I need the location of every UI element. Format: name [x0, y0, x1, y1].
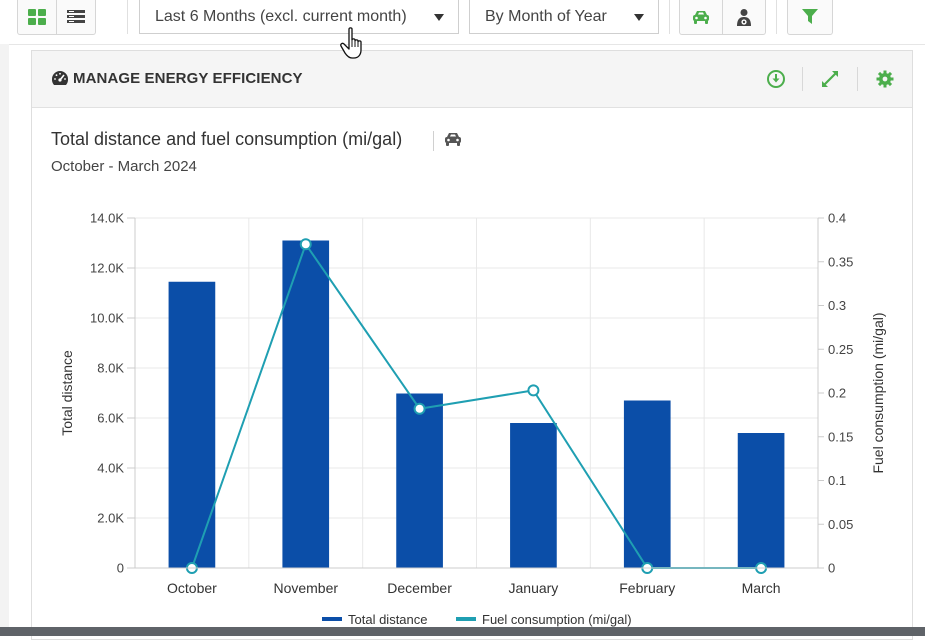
x-tick-label: December: [387, 580, 452, 596]
y-right-tick-label: 0.05: [828, 517, 853, 532]
list-view-icon: [67, 10, 85, 23]
list-view-button[interactable]: [56, 0, 95, 34]
chart-title: Total distance and fuel consumption (mi/…: [51, 129, 403, 149]
driver-button[interactable]: [722, 0, 765, 34]
y-right-axis-title: Fuel consumption (mi/gal): [870, 312, 886, 473]
y-right-tick-label: 0.35: [828, 254, 853, 269]
pointer-cursor-icon: [340, 27, 362, 59]
y-right-tick-label: 0.4: [828, 211, 846, 226]
panel-header: MANAGE ENERGY EFFICIENCY: [32, 51, 912, 108]
point-fuel-consumption: [299, 238, 312, 251]
y-left-tick-label: 2.0K: [97, 511, 124, 526]
entity-toggle-group: [679, 0, 766, 35]
driver-icon: [737, 9, 751, 26]
point-fuel-consumption: [413, 402, 426, 415]
legend-label: Total distance: [348, 612, 428, 627]
expand-button[interactable]: [818, 67, 842, 91]
grouping-select[interactable]: By Month of Year: [469, 0, 659, 34]
y-left-tick-label: 10.0K: [90, 311, 124, 326]
legend-label: Fuel consumption (mi/gal): [482, 612, 632, 627]
download-icon: [767, 70, 785, 88]
x-tick-label: January: [509, 580, 559, 596]
chevron-down-icon: [434, 14, 444, 21]
bar-total-distance: [623, 400, 671, 568]
bar-total-distance: [168, 281, 216, 568]
bar-total-distance: [396, 393, 443, 568]
gear-icon: [876, 70, 894, 88]
view-toggle-group: [17, 0, 96, 35]
y-right-tick-label: 0.25: [828, 342, 853, 357]
y-right-tick-label: 0.3: [828, 298, 846, 313]
y-right-tick-label: 0.1: [828, 473, 846, 488]
bar-total-distance: [282, 240, 330, 568]
x-tick-label: March: [742, 580, 781, 596]
gauge-icon: [51, 71, 69, 85]
filter-group: [787, 0, 833, 35]
y-left-axis-title: Total distance: [59, 350, 75, 436]
expand-icon: [822, 71, 838, 87]
period-select[interactable]: Last 6 Months (excl. current month): [139, 0, 459, 34]
bottom-edge-strip: [0, 627, 925, 636]
filter-icon: [802, 9, 818, 24]
x-tick-label: October: [167, 580, 217, 596]
y-left-tick-label: 12.0K: [90, 261, 124, 276]
y-right-tick-label: 0.15: [828, 429, 853, 444]
y-left-tick-label: 4.0K: [97, 461, 124, 476]
y-left-tick-label: 14.0K: [90, 211, 124, 226]
y-right-tick-label: 0.2: [828, 386, 846, 401]
car-icon[interactable]: [444, 132, 462, 146]
y-left-tick-label: 8.0K: [97, 361, 124, 376]
toolbar: Last 6 Months (excl. current month) By M…: [0, 0, 925, 44]
left-edge-strip: [0, 0, 9, 636]
dashboard-grid-icon: [28, 9, 46, 25]
car-icon: [693, 11, 709, 24]
chart-subtitle: October - March 2024: [51, 158, 197, 175]
download-button[interactable]: [764, 67, 788, 91]
filter-button[interactable]: [788, 0, 832, 34]
legend-swatch: [456, 617, 476, 621]
bar-total-distance: [510, 423, 557, 568]
vehicle-button[interactable]: [680, 0, 722, 34]
panel-title: MANAGE ENERGY EFFICIENCY: [73, 70, 303, 87]
y-left-tick-label: 0: [117, 561, 124, 576]
grouping-select-value: By Month of Year: [485, 8, 607, 25]
x-tick-label: November: [273, 580, 338, 596]
point-fuel-consumption: [527, 384, 540, 397]
x-tick-label: February: [619, 580, 675, 596]
settings-button[interactable]: [873, 67, 897, 91]
chevron-down-icon: [634, 14, 644, 21]
y-left-tick-label: 6.0K: [97, 411, 124, 426]
bar-total-distance: [737, 433, 785, 568]
y-right-tick-label: 0: [828, 561, 835, 576]
legend-swatch: [322, 617, 342, 621]
period-select-value: Last 6 Months (excl. current month): [155, 8, 407, 25]
dashboard-view-button[interactable]: [18, 0, 56, 34]
